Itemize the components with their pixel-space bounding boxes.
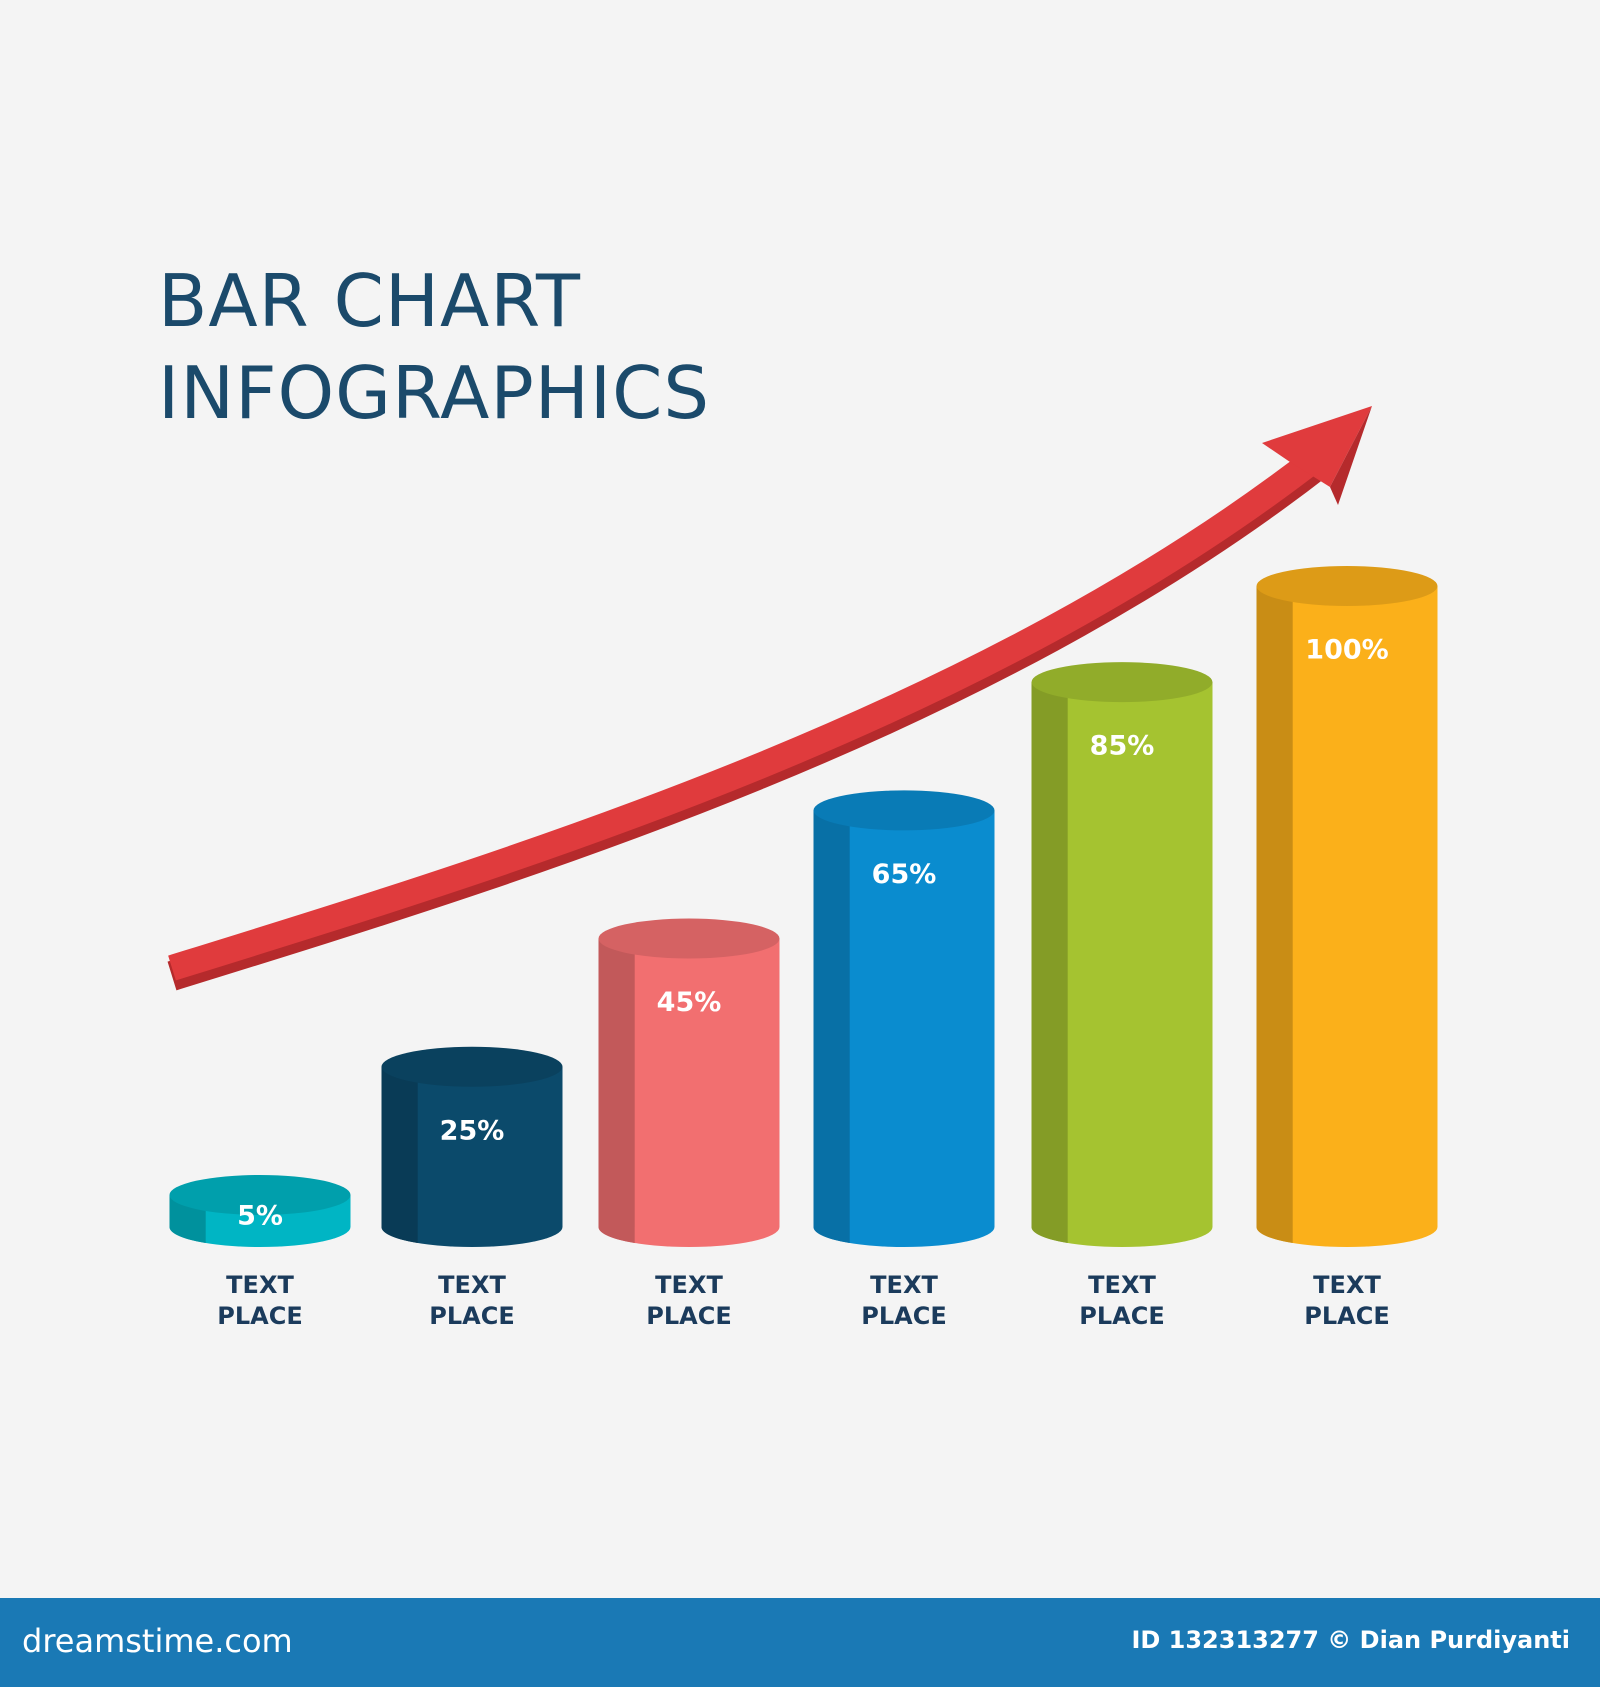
bar-shade — [381, 1066, 418, 1227]
category-label: TEXT PLACE — [861, 1271, 947, 1330]
chart-title: BAR CHART INFOGRAPHICS — [158, 259, 711, 435]
cylinder-top — [598, 918, 780, 959]
bar-shade — [813, 810, 850, 1227]
category-label: TEXT PLACE — [646, 1271, 732, 1330]
value-label: 5% — [237, 1200, 283, 1231]
bar-shade-bottom — [1256, 1227, 1293, 1243]
footer: dreamstime.com ID 132313277 © Dian Purdi… — [0, 1598, 1600, 1687]
cylinder-top — [1031, 662, 1213, 703]
trend-arrow — [167, 406, 1372, 991]
bar-shade-bottom — [169, 1227, 206, 1243]
value-label: 25% — [440, 1115, 505, 1146]
value-label: 100% — [1305, 635, 1388, 666]
value-label: 85% — [1090, 731, 1155, 762]
bar-shade-bottom — [1031, 1227, 1068, 1243]
bar-shade-bottom — [381, 1227, 418, 1243]
category-label: TEXT PLACE — [1079, 1271, 1165, 1330]
chart: 5% 25% 45% 65% 85% 100% — [167, 406, 1438, 1247]
cylinder-top — [813, 790, 995, 831]
value-label: 65% — [872, 859, 937, 890]
bar-shade — [598, 938, 635, 1227]
bar-shade — [1031, 682, 1068, 1227]
value-label: 45% — [657, 987, 722, 1018]
category-label: TEXT PLACE — [217, 1271, 303, 1330]
cylinder-top — [1256, 566, 1438, 606]
bar-shade-bottom — [598, 1227, 635, 1243]
category-label: TEXT PLACE — [429, 1271, 515, 1330]
cylinder-top — [169, 1174, 351, 1215]
cylinder-top — [381, 1046, 563, 1087]
category-label: TEXT PLACE — [1304, 1271, 1390, 1330]
bar-shade-bottom — [813, 1227, 850, 1243]
site-name: dreamstime.com — [22, 1622, 293, 1660]
bar-shade — [1256, 586, 1293, 1227]
credit: ID 132313277 © Dian Purdiyanti — [1131, 1626, 1570, 1654]
